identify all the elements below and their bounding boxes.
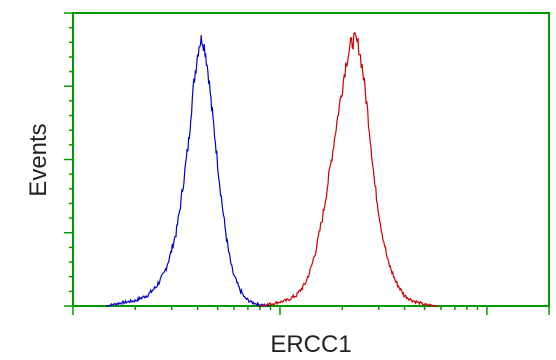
series-line-1 — [105, 35, 271, 308]
axis-ticks — [64, 12, 550, 315]
y-axis-label: Events — [25, 123, 52, 196]
series-layer — [105, 31, 438, 308]
plot-area-frame — [72, 12, 550, 307]
series-line-2 — [259, 31, 438, 308]
x-axis-label: ERCC1 — [270, 331, 351, 358]
